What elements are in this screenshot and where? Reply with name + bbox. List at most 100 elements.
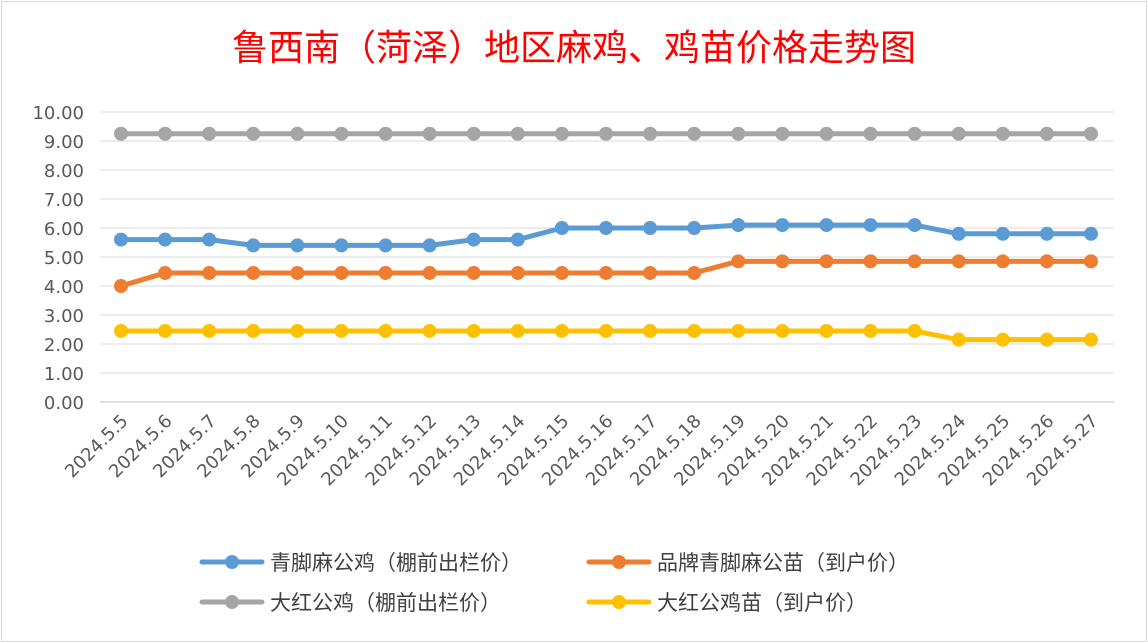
data-point	[202, 126, 217, 141]
data-point	[995, 126, 1010, 141]
data-point	[334, 126, 349, 141]
data-point	[951, 254, 966, 269]
y-tick-label: 8.00	[44, 161, 84, 182]
data-point	[1039, 332, 1054, 347]
data-point	[907, 218, 922, 233]
y-tick-label: 10.00	[32, 103, 84, 124]
chart-title: 鲁西南（菏泽）地区麻鸡、鸡苗价格走势图	[232, 28, 916, 69]
data-point	[158, 323, 173, 338]
data-point	[687, 126, 702, 141]
legend-swatch-marker	[225, 555, 239, 569]
data-point	[554, 265, 569, 280]
data-point	[863, 323, 878, 338]
data-point	[334, 323, 349, 338]
data-point	[422, 126, 437, 141]
data-point	[643, 323, 658, 338]
data-point	[775, 323, 790, 338]
data-point	[202, 232, 217, 247]
y-tick-label: 2.00	[44, 335, 84, 356]
series-2	[114, 254, 1098, 293]
data-point	[466, 126, 481, 141]
data-point	[907, 254, 922, 269]
data-point	[202, 265, 217, 280]
data-point	[599, 221, 613, 235]
series-3	[114, 126, 1098, 141]
data-point	[510, 323, 525, 338]
y-axis: 0.00 1.00 2.00 3.00 4.00 5.00 6.00 7.00 8.00 9.00…	[32, 103, 84, 414]
legend-label: 大红公鸡苗（到户价）	[657, 591, 867, 615]
data-point	[687, 323, 702, 338]
data-point	[466, 265, 481, 280]
data-point	[907, 126, 922, 141]
data-point	[554, 323, 569, 338]
y-tick-label: 4.00	[44, 277, 84, 298]
data-point	[643, 221, 658, 235]
data-point	[863, 218, 878, 233]
data-point	[1039, 126, 1054, 141]
data-point	[246, 238, 261, 253]
data-point	[422, 323, 437, 338]
data-point	[819, 126, 834, 141]
data-point	[246, 126, 261, 141]
data-point	[819, 254, 834, 269]
series-group	[114, 126, 1098, 347]
data-point	[378, 265, 393, 280]
legend-item: 大红公鸡（棚前出栏价）	[199, 591, 501, 615]
legend-item: 大红公鸡苗（到户价）	[586, 591, 867, 615]
y-tick-label: 7.00	[44, 190, 84, 211]
data-point	[466, 323, 481, 338]
data-point	[819, 218, 834, 233]
y-tick-label: 9.00	[44, 132, 84, 153]
y-tick-label: 1.00	[44, 364, 84, 385]
data-point	[995, 254, 1010, 269]
data-point	[378, 126, 393, 141]
data-point	[246, 265, 261, 280]
data-point	[554, 126, 569, 141]
series-4	[114, 323, 1098, 347]
y-tick-label: 5.00	[44, 248, 84, 269]
data-point	[951, 226, 966, 241]
data-point	[510, 126, 525, 141]
data-point	[290, 126, 305, 141]
data-point	[775, 254, 790, 269]
legend-swatch-marker	[225, 595, 239, 609]
data-point	[554, 221, 569, 235]
data-point	[290, 323, 305, 338]
data-point	[114, 323, 128, 338]
data-point	[246, 323, 261, 338]
data-point	[290, 265, 305, 280]
data-point	[114, 232, 128, 247]
data-point	[731, 126, 746, 141]
data-point	[643, 126, 658, 141]
legend-swatch-marker	[612, 555, 626, 569]
data-point	[775, 126, 790, 141]
data-point	[863, 126, 878, 141]
data-point	[599, 265, 613, 280]
data-point	[158, 126, 173, 141]
data-point	[114, 279, 128, 293]
legend-item: 青脚麻公鸡（棚前出栏价）	[199, 551, 522, 575]
data-point	[1084, 254, 1098, 269]
y-tick-label: 0.00	[44, 393, 84, 414]
data-point	[1084, 126, 1098, 141]
data-point	[863, 254, 878, 269]
data-point	[1039, 226, 1054, 241]
data-point	[378, 238, 393, 253]
y-tick-label: 3.00	[44, 306, 84, 327]
x-axis: 2024.5.52024.5.62024.5.72024.5.82024.5.9…	[61, 411, 1103, 491]
legend-item: 品牌青脚麻公苗（到户价）	[586, 551, 909, 575]
series-1	[114, 218, 1098, 253]
data-point	[1084, 332, 1098, 347]
data-point	[422, 265, 437, 280]
data-point	[687, 221, 702, 235]
data-point	[422, 238, 437, 253]
legend-label: 大红公鸡（棚前出栏价）	[270, 591, 501, 615]
data-point	[731, 323, 746, 338]
data-point	[907, 323, 922, 338]
legend-label: 青脚麻公鸡（棚前出栏价）	[270, 551, 522, 575]
data-point	[599, 126, 613, 141]
data-point	[290, 238, 305, 253]
data-point	[995, 332, 1010, 347]
